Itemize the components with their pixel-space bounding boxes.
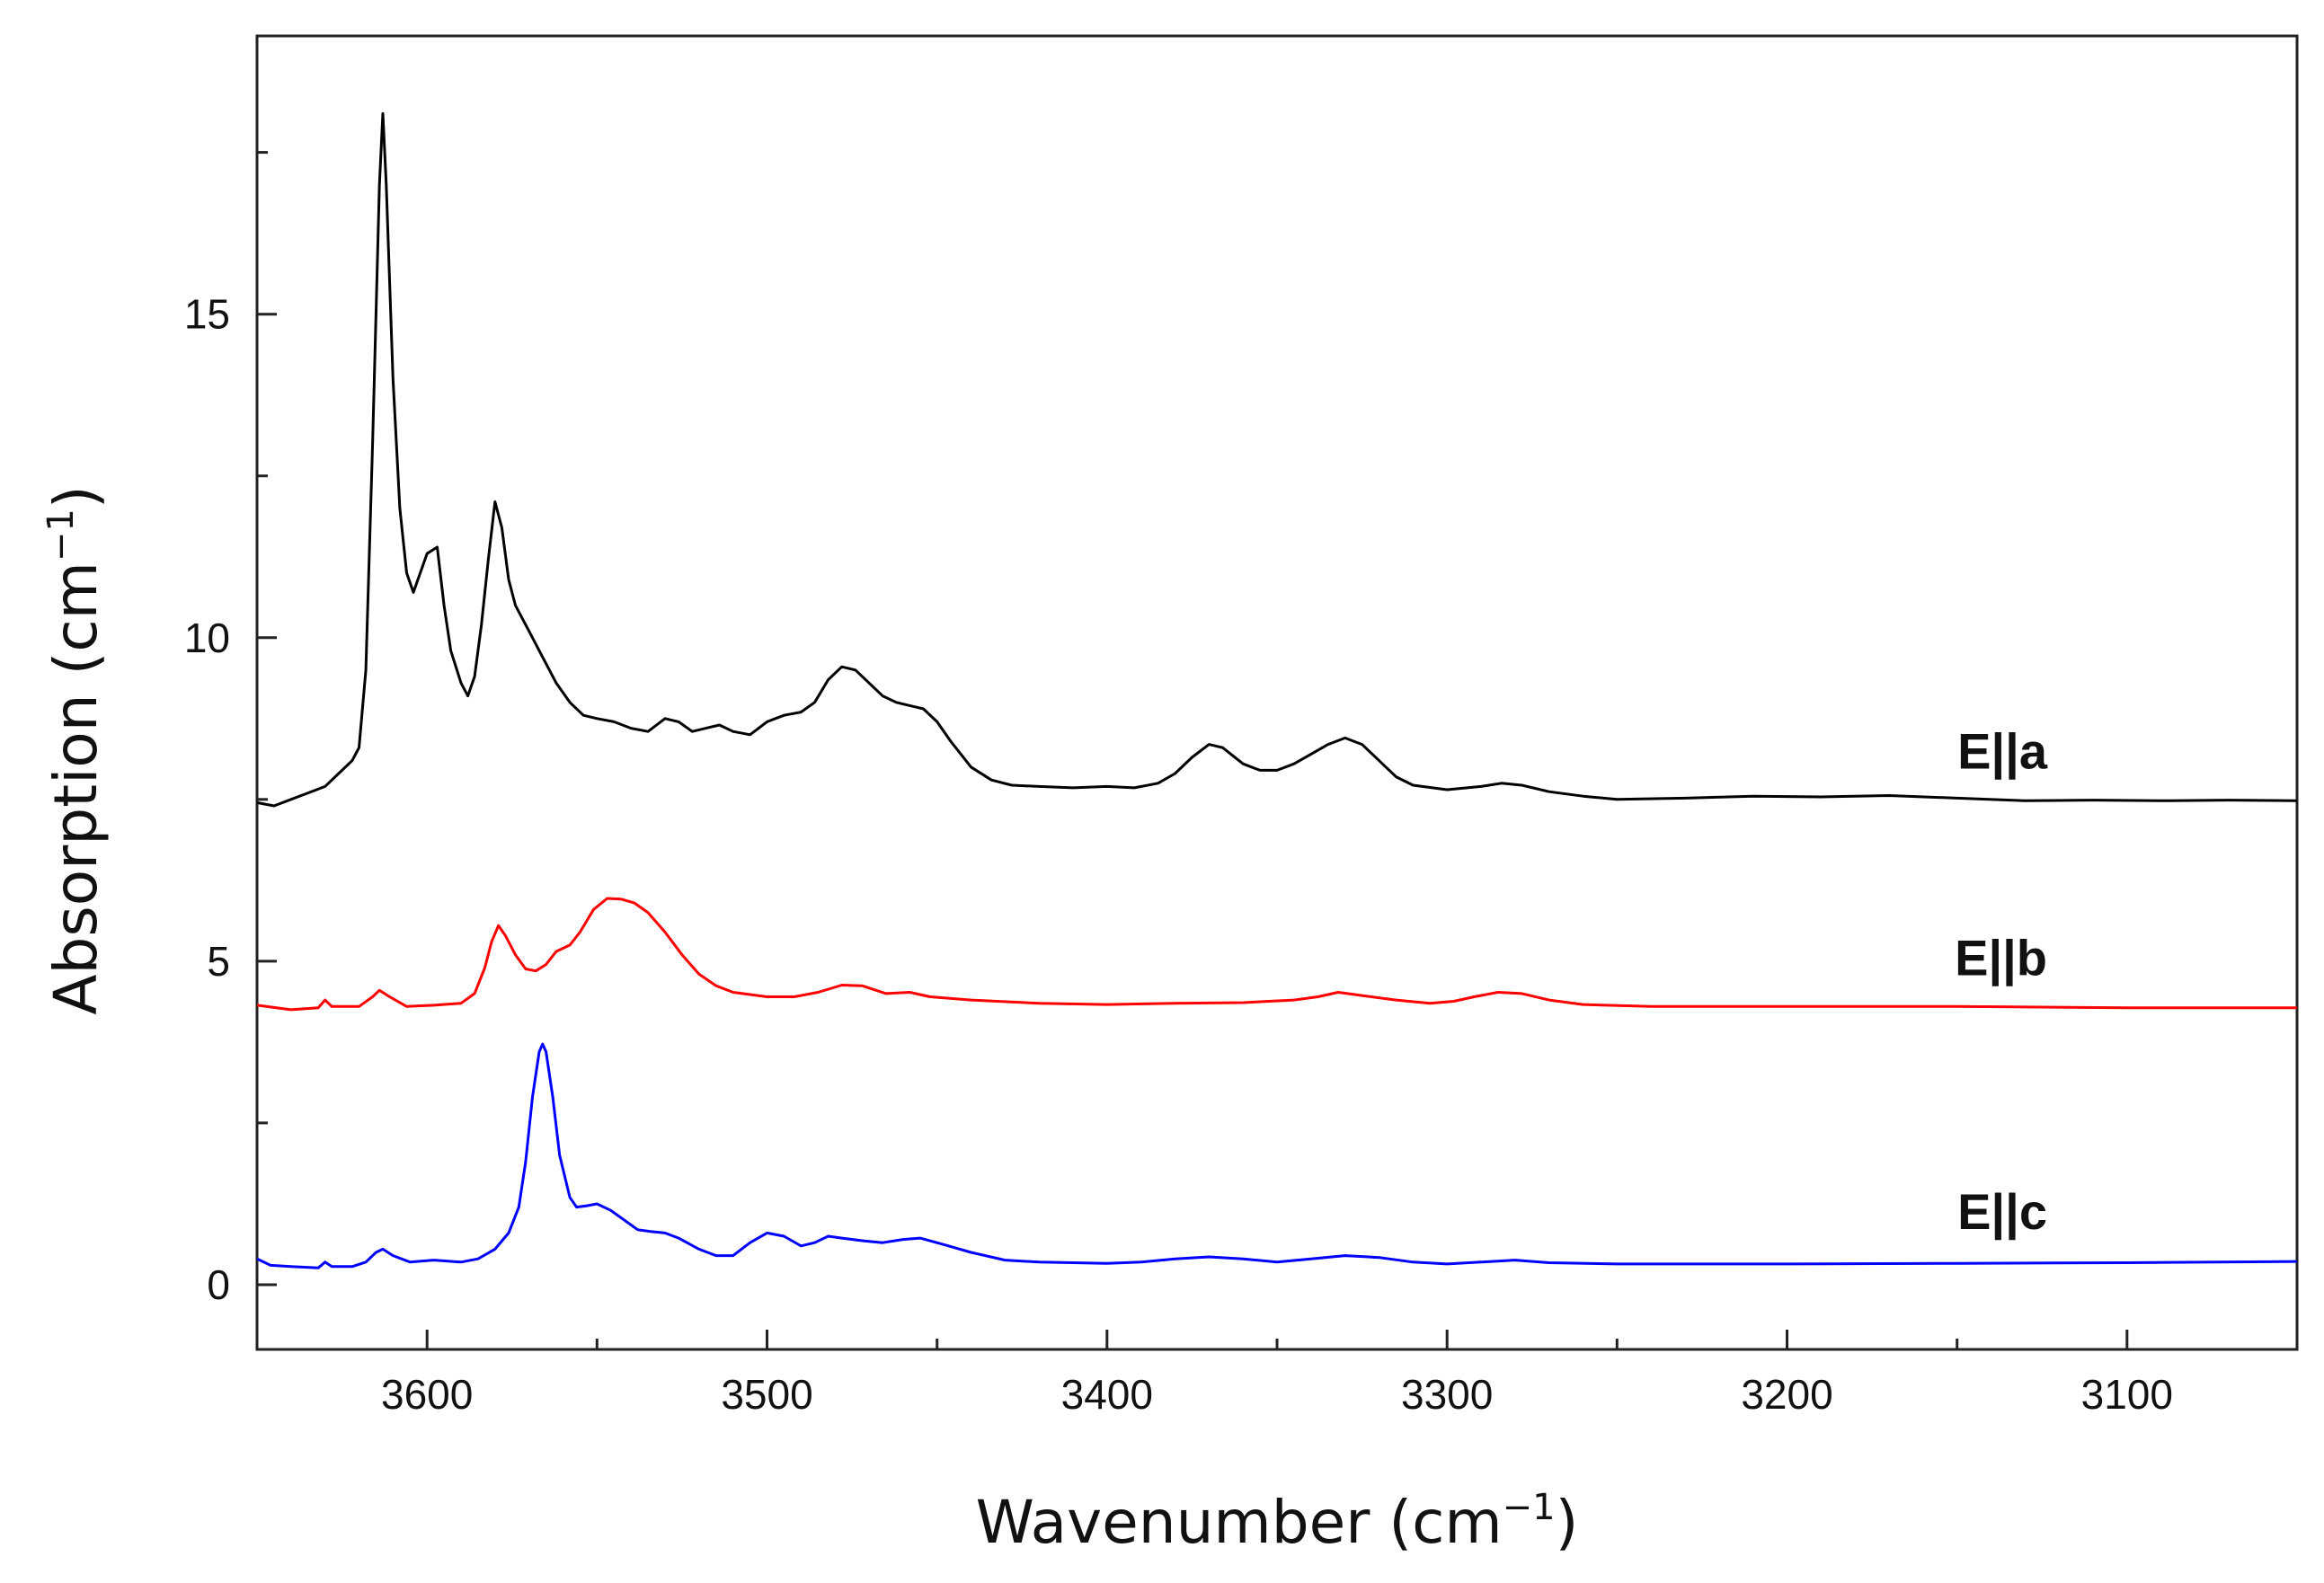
- x-tick-label: 3600: [381, 1371, 473, 1418]
- x-tick-label: 3400: [1061, 1371, 1153, 1418]
- series-label: E||a: [1957, 722, 2048, 780]
- y-tick-label: 15: [184, 291, 230, 338]
- axis-ticks: [255, 151, 2299, 1349]
- series-line-3: [256, 1042, 2298, 1269]
- x-tick-label: 3300: [1401, 1371, 1493, 1418]
- y-tick-label: 0: [207, 1261, 230, 1308]
- series-group: [256, 111, 2298, 1269]
- x-tick-label: 3100: [2081, 1371, 2173, 1418]
- x-axis-title: Wavenumber (cm−1): [976, 1487, 1579, 1557]
- series-line-2: [256, 897, 2297, 1012]
- tick-labels: 3600 3500 3400 3300 3200 3100 0 5 10 15 E||a E||b E|…: [184, 291, 2173, 1418]
- y-axis-title: Absorption (cm−1): [40, 485, 111, 1014]
- y-tick-label: 10: [184, 615, 230, 661]
- x-tick-label: 3200: [1741, 1371, 1832, 1418]
- y-tick-label: 5: [207, 938, 230, 985]
- series-line-1: [256, 111, 2298, 808]
- series-label: E||c: [1957, 1183, 2047, 1241]
- series-label: E||b: [1955, 930, 2047, 987]
- x-tick-label: 3500: [721, 1371, 812, 1418]
